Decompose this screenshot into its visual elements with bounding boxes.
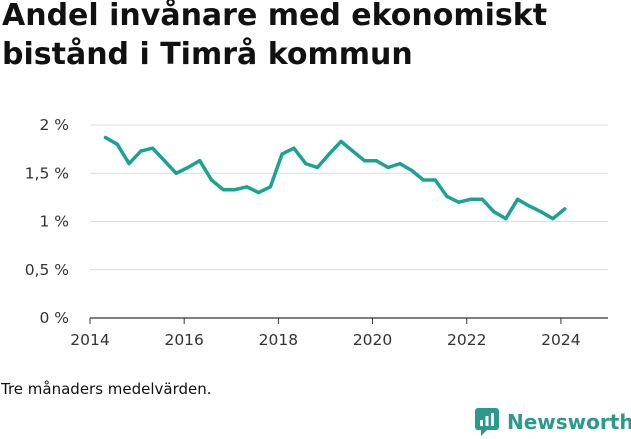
x-tick-label: 2018	[259, 331, 298, 349]
data-point	[527, 204, 531, 208]
data-point	[480, 197, 484, 201]
y-tick-label: 1,5 %	[25, 164, 69, 182]
data-point	[492, 210, 496, 214]
data-point	[245, 185, 249, 189]
data-point	[515, 197, 520, 201]
data-point	[304, 162, 308, 166]
y-tick-label: 0,5 %	[25, 261, 69, 279]
data-point	[374, 159, 378, 163]
data-point	[115, 142, 119, 146]
series-group	[103, 135, 567, 221]
data-point	[139, 149, 143, 153]
y-axis-ticks: 0 % 0,5 % 1 % 1,5 % 2 %	[25, 116, 69, 327]
gridlines	[90, 124, 608, 271]
y-tick-label: 1 %	[39, 213, 69, 231]
data-point	[468, 197, 473, 201]
data-point	[162, 159, 167, 163]
data-point	[351, 149, 355, 153]
x-axis: 2014 2016 2018 2020 2022 2024	[70, 317, 608, 349]
x-tick-label: 2014	[70, 331, 109, 349]
data-point	[563, 207, 567, 211]
data-point	[256, 190, 261, 195]
data-point	[174, 171, 178, 175]
data-point	[209, 178, 214, 182]
data-point	[198, 159, 202, 163]
data-point	[339, 139, 343, 144]
y-tick-label: 0 %	[39, 309, 69, 327]
data-point	[292, 146, 296, 150]
data-point	[221, 188, 225, 192]
data-point	[504, 217, 508, 221]
newsworthy-brand[interactable]: Newsworthy	[475, 406, 631, 438]
data-point	[457, 200, 461, 204]
data-point	[186, 165, 190, 170]
data-point	[127, 162, 131, 166]
data-point	[268, 185, 272, 189]
data-point	[327, 152, 331, 156]
chart-title: Andel invånare med ekonomiskt bistånd i …	[2, 0, 548, 72]
data-point	[433, 178, 437, 182]
data-point	[445, 194, 449, 199]
data-point	[362, 159, 367, 163]
data-point	[233, 188, 237, 192]
series-line	[103, 135, 567, 221]
chart-caption: Tre månaders medelvärden.	[1, 380, 212, 398]
x-tick-label: 2022	[447, 331, 486, 349]
y-tick-label: 2 %	[39, 116, 69, 134]
x-tick-label: 2024	[541, 331, 580, 349]
newsworthy-logo-icon	[475, 408, 499, 436]
x-tick-label: 2020	[353, 331, 392, 349]
data-point	[151, 146, 155, 150]
data-point	[551, 217, 555, 221]
data-point	[103, 135, 108, 140]
data-point	[410, 168, 414, 172]
x-tick-label: 2016	[164, 331, 203, 349]
data-point	[398, 162, 402, 166]
data-point	[539, 210, 543, 214]
brand-name: Newsworthy	[507, 410, 631, 434]
data-point	[421, 178, 426, 182]
data-point	[280, 152, 284, 156]
data-point	[315, 165, 320, 170]
data-point	[386, 165, 390, 170]
